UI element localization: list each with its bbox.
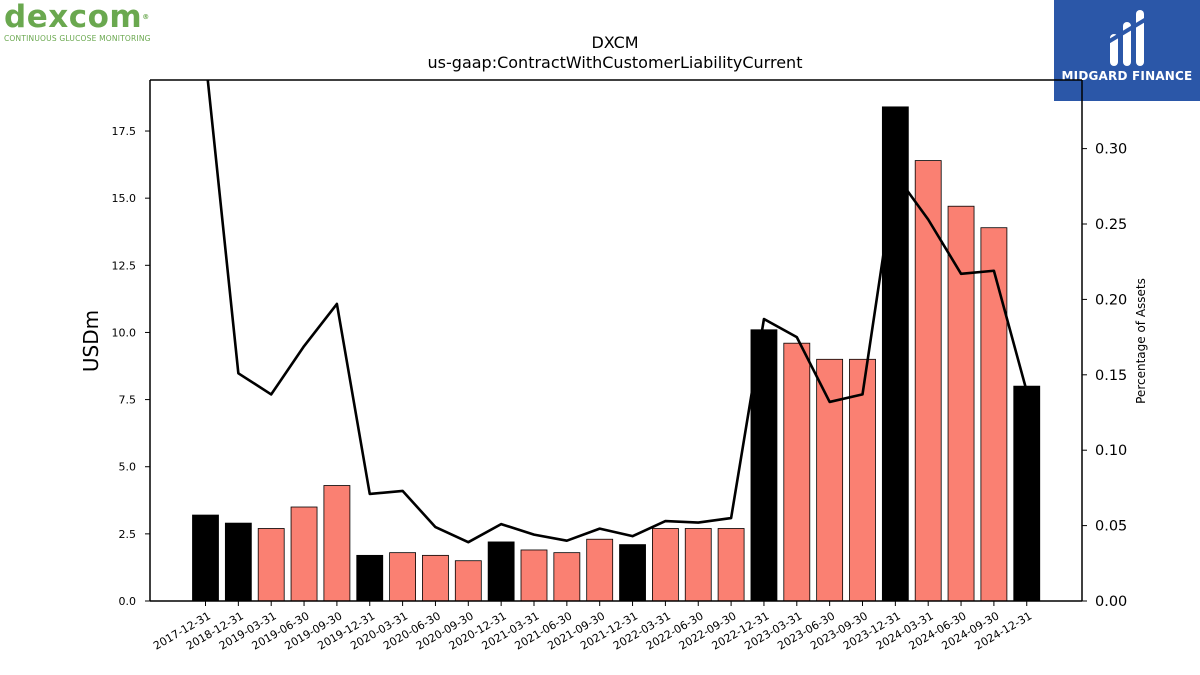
y-axis-right: 0.00 0.05 0.10 0.15 0.20 0.25 0.30 <box>1082 142 1127 610</box>
bar-2024-12-31 <box>1013 385 1041 602</box>
bar-2020-12-31 <box>487 541 515 602</box>
bar-2024-03-31 <box>914 160 942 602</box>
bar-2021-12-31 <box>619 544 646 602</box>
bar-2021-06-30 <box>553 552 581 602</box>
bar-2024-09-30 <box>980 227 1008 602</box>
bar-2019-06-30 <box>290 506 318 602</box>
bar-2019-09-30 <box>323 485 351 602</box>
y2-tick-label: 0.00 <box>1095 594 1127 610</box>
y-tick-label: 2.5 <box>119 528 137 541</box>
plot-frame <box>149 79 1083 602</box>
y-tick-label: 10.0 <box>112 326 137 339</box>
pct-of-assets-line <box>206 80 1029 544</box>
chart-subtitle: us-gaap:ContractWithCustomerLiabilityCur… <box>428 53 803 72</box>
y2-tick-label: 0.20 <box>1095 292 1127 308</box>
bar-2023-03-31 <box>783 342 811 602</box>
y2-tick-label: 0.10 <box>1095 443 1127 459</box>
dexcom-logo: dexcom® CONTINUOUS GLUCOSE MONITORING <box>4 2 184 48</box>
y2-tick-label: 0.25 <box>1095 217 1127 233</box>
bar-2020-03-31 <box>389 552 417 602</box>
y2-tick-label: 0.30 <box>1095 142 1127 158</box>
midgard-mark-icon <box>1106 10 1150 66</box>
bar-2017-12-31 <box>192 514 219 602</box>
bar-2019-12-31 <box>356 554 384 602</box>
bar-2023-12-31 <box>881 106 909 602</box>
x-axis: 2017-12-312018-12-312019-03-312019-06-30… <box>151 601 1034 653</box>
bar-2021-09-30 <box>586 538 614 602</box>
y2-axis-label: Percentage of Assets <box>1134 278 1148 404</box>
y-tick-label: 17.5 <box>112 125 137 138</box>
dexcom-tagline: CONTINUOUS GLUCOSE MONITORING <box>4 34 151 43</box>
bar-2022-03-31 <box>652 528 679 602</box>
y2-tick-label: 0.15 <box>1095 368 1127 384</box>
bar-2018-12-31 <box>224 522 252 602</box>
bar-series <box>192 106 1041 602</box>
y-axis-left: 0.0 2.5 5.0 7.5 10.0 12.5 15.0 17.5 <box>112 125 150 608</box>
midgard-finance-logo: MIDGARD FINANCE <box>1054 0 1200 101</box>
pct-line-series <box>206 80 1029 544</box>
midgard-brand-name: MIDGARD FINANCE <box>1061 69 1193 83</box>
y-tick-label: 0.0 <box>119 595 137 608</box>
bar-2019-03-31 <box>257 528 285 602</box>
dexcom-wordmark: dexcom® <box>4 0 150 35</box>
y-tick-label: 7.5 <box>119 394 137 407</box>
y2-tick-label: 0.05 <box>1095 519 1127 535</box>
y-tick-label: 15.0 <box>112 192 137 205</box>
bar-2021-03-31 <box>520 549 548 602</box>
registered-mark: ® <box>142 13 150 21</box>
bar-2022-09-30 <box>717 528 745 602</box>
bar-2020-09-30 <box>454 560 482 602</box>
y-axis-label: USDm <box>79 310 103 372</box>
chart-title: DXCM <box>591 33 638 52</box>
y-tick-label: 5.0 <box>119 461 137 474</box>
bar-2024-06-30 <box>947 205 975 602</box>
bar-2020-06-30 <box>422 554 449 602</box>
bar-2022-06-30 <box>684 528 712 602</box>
y-tick-label: 12.5 <box>112 259 137 272</box>
bar-2023-06-30 <box>816 358 844 602</box>
